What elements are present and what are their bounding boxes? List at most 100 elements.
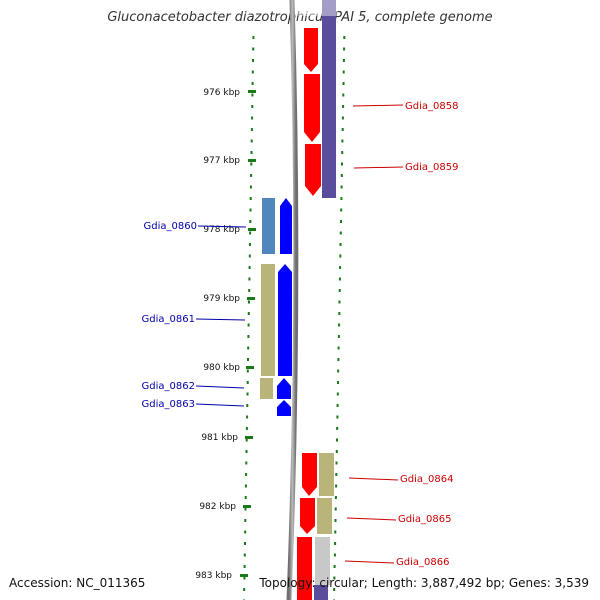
track-guide-right-dot bbox=[335, 473, 338, 476]
gene-label-0860[interactable]: Gdia_0860 bbox=[144, 221, 197, 232]
gene-label-0864[interactable]: Gdia_0864 bbox=[400, 474, 453, 485]
track-guide-right-dot bbox=[338, 300, 341, 304]
track-guide-right-dot bbox=[337, 358, 340, 361]
track-guide-right-dot bbox=[338, 277, 341, 281]
gene-0858-top-highlight bbox=[298, 0, 338, 16]
track-guide-left-dot bbox=[246, 392, 249, 396]
track-guide-left-dot bbox=[251, 105, 254, 108]
gene-0863-arrow[interactable] bbox=[277, 400, 291, 416]
track-guide-right-dot bbox=[334, 530, 337, 534]
track-guide-left-dot bbox=[244, 519, 247, 522]
track-guide-right-dot bbox=[341, 116, 344, 120]
gene-0862-arrow[interactable] bbox=[277, 378, 291, 399]
track-guide-right-dot bbox=[335, 461, 338, 465]
track-guide-left-dot bbox=[252, 47, 255, 51]
track-guide-left-dot bbox=[250, 174, 253, 177]
scale-label-979: 979 kbp bbox=[203, 294, 240, 304]
track-guide-right-dot bbox=[342, 70, 345, 74]
gene-0866-arrow[interactable] bbox=[297, 537, 312, 600]
gene-label-0863[interactable]: Gdia_0863 bbox=[142, 399, 195, 410]
gene-0859-arrow[interactable] bbox=[305, 144, 321, 196]
leader-0859 bbox=[353, 166, 404, 169]
track-guide-left-dot bbox=[248, 254, 251, 258]
track-guide-right-dot bbox=[339, 243, 342, 246]
scale-tick-979 bbox=[247, 297, 255, 300]
gene-0864-arrow[interactable] bbox=[302, 453, 317, 496]
track-guide-left-dot bbox=[251, 93, 254, 97]
track-guide-left-dot bbox=[243, 576, 246, 580]
gene-0861-homolog-bar[interactable] bbox=[261, 264, 275, 376]
track-guide-left-dot bbox=[244, 507, 247, 511]
scale-tick-983 bbox=[240, 574, 248, 577]
track-guide-left-dot bbox=[251, 116, 254, 120]
track-guide-right-dot bbox=[341, 128, 344, 131]
track-guide-right-dot bbox=[338, 289, 341, 292]
gene-label-0859[interactable]: Gdia_0859 bbox=[405, 162, 458, 173]
track-guide-left-dot bbox=[247, 323, 250, 327]
track-guide-left-dot bbox=[243, 588, 246, 591]
gene-0862-homolog-bar[interactable] bbox=[260, 378, 273, 399]
gene-0858-arrow[interactable] bbox=[304, 28, 318, 72]
gene-0858-main-arrow[interactable] bbox=[304, 74, 320, 142]
gene-label-0866[interactable]: Gdia_0866 bbox=[396, 557, 449, 568]
track-guide-left-dot bbox=[250, 139, 253, 143]
track-guide-left-dot bbox=[248, 277, 251, 281]
scale-label-983: 983 kbp bbox=[195, 571, 232, 581]
scale-label-976: 976 kbp bbox=[203, 88, 240, 98]
track-guide-right-dot bbox=[333, 588, 336, 591]
track-guide-left-dot bbox=[244, 496, 247, 499]
track-guide-right-dot bbox=[340, 220, 342, 223]
track-guide-left-dot bbox=[246, 404, 249, 407]
track-guide-left-dot bbox=[244, 484, 247, 488]
gene-label-0858[interactable]: Gdia_0858 bbox=[405, 101, 458, 112]
leader-0861 bbox=[195, 318, 246, 321]
gene-label-0865[interactable]: Gdia_0865 bbox=[398, 514, 451, 525]
leader-0860 bbox=[197, 225, 247, 228]
track-guide-left-dot bbox=[251, 82, 254, 85]
scale-ticks: 976 kbp 977 kbp 978 kbp 979 kbp 980 kbp … bbox=[195, 88, 256, 581]
forward-genes-bottom bbox=[297, 453, 334, 600]
gene-0865-arrow[interactable] bbox=[300, 498, 315, 534]
track-guide-right bbox=[333, 36, 346, 600]
track-guide-left-dot bbox=[246, 369, 249, 373]
track-guide-right-dot bbox=[334, 542, 337, 545]
track-guide-left-dot bbox=[245, 473, 248, 476]
track-guide-left-dot bbox=[246, 381, 249, 384]
track-guide-left-dot bbox=[249, 208, 252, 212]
gene-homolog-bar-top[interactable] bbox=[322, 0, 336, 198]
track-guide-right-dot bbox=[339, 231, 342, 235]
gene-0866-homolog-bar[interactable] bbox=[315, 537, 330, 585]
gene-0866-extra-bar[interactable] bbox=[314, 585, 328, 600]
track-guide-right-dot bbox=[340, 174, 343, 177]
track-guide-left-dot bbox=[252, 36, 255, 39]
track-guide-right-dot bbox=[336, 438, 338, 442]
gene-label-0861[interactable]: Gdia_0861 bbox=[142, 314, 195, 325]
gene-0861-arrow[interactable] bbox=[278, 264, 292, 376]
scale-label-980: 980 kbp bbox=[203, 363, 240, 373]
track-guide-left-dot bbox=[248, 243, 251, 246]
track-guide-right-dot bbox=[342, 59, 345, 62]
track-guide-left-dot bbox=[244, 542, 246, 545]
track-guide-left-dot bbox=[245, 427, 248, 430]
gene-label-0862[interactable]: Gdia_0862 bbox=[142, 381, 195, 392]
track-guide-left-dot bbox=[244, 530, 247, 534]
scale-tick-976 bbox=[248, 90, 256, 93]
track-guide-left-dot bbox=[247, 358, 249, 361]
leader-0858 bbox=[352, 104, 404, 107]
gene-0865-homolog-bar[interactable] bbox=[317, 498, 332, 534]
track-guide-left-dot bbox=[247, 346, 250, 350]
track-guide-right-dot bbox=[338, 312, 341, 315]
track-guide-left-dot bbox=[250, 128, 253, 131]
gene-0864-homolog-bar[interactable] bbox=[319, 453, 334, 496]
gene-0860-arrow[interactable] bbox=[280, 198, 292, 254]
track-guide-left-dot bbox=[249, 185, 252, 189]
track-guide-left-dot bbox=[252, 59, 254, 62]
reverse-genes-mid bbox=[260, 198, 292, 416]
track-guide-right-dot bbox=[333, 576, 336, 580]
gene-0860-homolog-bar[interactable] bbox=[262, 198, 275, 254]
track-guide-right-dot bbox=[341, 151, 344, 154]
track-guide-left-dot bbox=[250, 162, 253, 166]
track-guide-right-dot bbox=[340, 197, 343, 200]
track-guide-right-dot bbox=[334, 507, 337, 511]
